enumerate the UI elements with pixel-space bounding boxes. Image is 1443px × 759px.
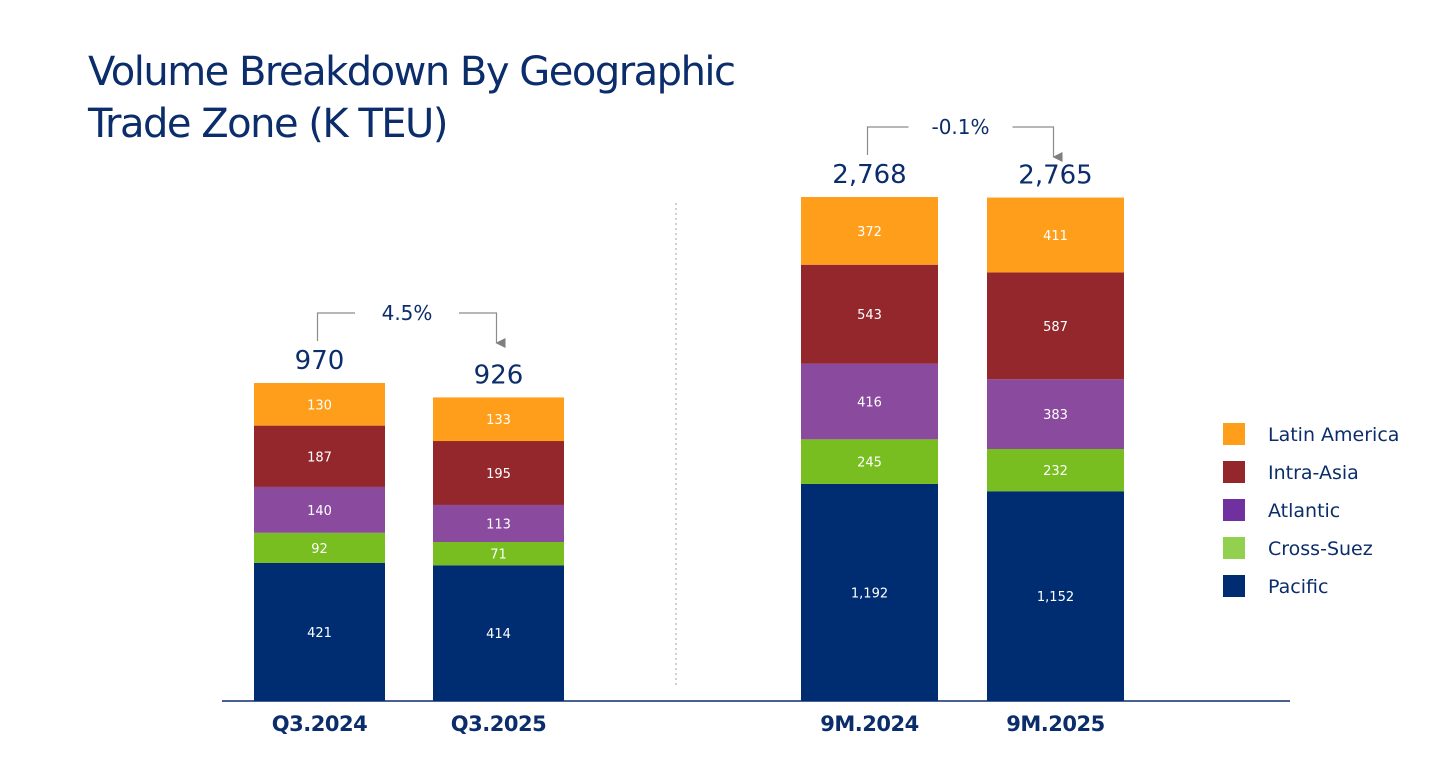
bar-segment-cross-suez-9m-2024	[801, 439, 938, 484]
segment-label-latin-america-q3-2024: 130	[307, 398, 332, 413]
legend-swatch-cross-suez	[1223, 537, 1245, 559]
legend-label-latin-america: Latin America	[1268, 424, 1399, 446]
segment-label-atlantic-q3-2024: 140	[307, 504, 332, 519]
segment-label-intra-asia-9m-2025: 587	[1043, 320, 1068, 335]
bar-segment-intra-asia-9m-2025	[987, 272, 1124, 380]
change-arrow-2	[1012, 126, 1063, 162]
legend-swatch-latin-america	[1223, 423, 1245, 445]
bar-segment-intra-asia-q3-2025	[433, 441, 564, 505]
segment-label-latin-america-q3-2025: 133	[486, 413, 511, 428]
segment-label-intra-asia-q3-2024: 187	[307, 450, 332, 465]
total-label-9m-2024: 2,768	[832, 160, 906, 190]
segment-label-intra-asia-q3-2025: 195	[486, 467, 511, 482]
bar-segment-latin-america-9m-2025	[987, 197, 1124, 273]
change-bracket-left-1	[316, 312, 355, 341]
bar-segment-atlantic-9m-2025	[987, 379, 1124, 449]
bar-segment-latin-america-q3-2025	[433, 397, 564, 442]
legend-swatch-intra-asia	[1223, 461, 1245, 483]
chart-title-line-1: Volume Breakdown By Geographic	[88, 49, 736, 95]
bar-segment-pacific-9m-2024	[801, 483, 938, 701]
bar-segment-pacific-q3-2024	[254, 562, 385, 701]
x-tick-label-q3-2025: Q3.2025	[451, 712, 546, 736]
bar-segment-atlantic-q3-2025	[433, 504, 564, 542]
bar-segment-pacific-q3-2025	[433, 565, 564, 701]
change-bracket-left-2	[866, 126, 909, 155]
bar-segment-intra-asia-9m-2024	[801, 264, 938, 364]
bars-layer: 421 92 140 187 130 970 Q3.2024 414 71 113 195 133 92…	[254, 115, 1124, 736]
change-arrow-1	[459, 312, 506, 348]
chart-title: Volume Breakdown By Geographic Trade Zon…	[88, 46, 736, 150]
segment-label-pacific-9m-2024: 1,192	[851, 586, 888, 601]
segment-label-pacific-q3-2024: 421	[307, 626, 332, 641]
segment-label-cross-suez-q3-2025: 71	[490, 548, 507, 563]
legend-label-cross-suez: Cross-Suez	[1268, 538, 1373, 560]
bar-segment-atlantic-9m-2024	[801, 363, 938, 440]
total-label-9m-2025: 2,765	[1018, 161, 1092, 191]
bar-segment-latin-america-9m-2024	[801, 197, 938, 265]
segment-label-atlantic-9m-2025: 383	[1043, 408, 1068, 423]
total-label-q3-2025: 926	[474, 360, 524, 390]
legend-swatch-atlantic	[1223, 499, 1245, 521]
change-label-2: -0.1%	[931, 115, 989, 139]
bar-segment-intra-asia-q3-2024	[254, 425, 385, 487]
segment-label-cross-suez-9m-2025: 232	[1043, 464, 1068, 479]
segment-label-atlantic-9m-2024: 416	[857, 395, 882, 410]
legend-label-atlantic: Atlantic	[1268, 500, 1340, 522]
chart-title-line-2: Trade Zone (K TEU)	[88, 101, 448, 147]
segment-label-cross-suez-9m-2024: 245	[857, 456, 882, 471]
bar-segment-cross-suez-q3-2025	[433, 542, 564, 566]
legend-label-pacific: Pacific	[1268, 576, 1328, 598]
total-label-q3-2024: 970	[295, 346, 345, 376]
x-tick-label-9m-2024: 9M.2024	[820, 712, 918, 736]
x-tick-label-9m-2025: 9M.2025	[1006, 712, 1104, 736]
change-label-1: 4.5%	[382, 301, 433, 325]
x-tick-label-q3-2024: Q3.2024	[272, 712, 367, 736]
bar-segment-cross-suez-9m-2025	[987, 449, 1124, 492]
legend-label-intra-asia: Intra-Asia	[1268, 462, 1359, 484]
bar-segment-cross-suez-q3-2024	[254, 532, 385, 563]
segment-label-latin-america-9m-2025: 411	[1043, 229, 1068, 244]
segment-label-atlantic-q3-2025: 113	[486, 517, 511, 532]
segment-label-cross-suez-q3-2024: 92	[311, 542, 328, 557]
legend: Latin America Intra-Asia Atlantic Cross-Sue…	[1223, 423, 1399, 598]
segment-label-latin-america-9m-2024: 372	[857, 225, 882, 240]
segment-label-pacific-9m-2025: 1,152	[1037, 590, 1074, 605]
bar-segment-atlantic-q3-2024	[254, 486, 385, 533]
bar-segment-pacific-9m-2025	[987, 491, 1124, 701]
bar-segment-latin-america-q3-2024	[254, 383, 385, 426]
legend-swatch-pacific	[1223, 575, 1245, 597]
segment-label-intra-asia-9m-2024: 543	[857, 308, 882, 323]
segment-label-pacific-q3-2025: 414	[486, 627, 511, 642]
